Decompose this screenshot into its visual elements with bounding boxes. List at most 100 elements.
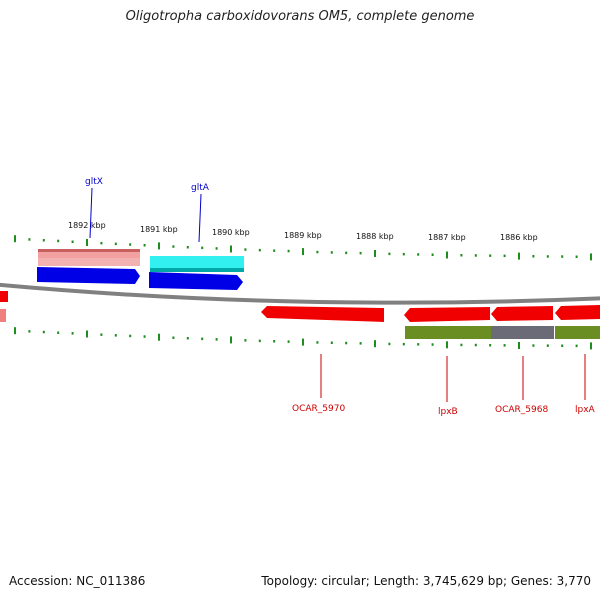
genome-summary: Topology: circular; Length: 3,745,629 bp… (261, 574, 591, 588)
tick-mark (460, 254, 463, 257)
tick-mark (316, 341, 319, 344)
gene-label-OCAR_5970[interactable]: OCAR_5970 (292, 404, 345, 414)
scale-label: 1892 kbp (68, 221, 106, 230)
tick-mark (302, 248, 304, 256)
tick-mark (330, 341, 333, 344)
tick-mark (503, 254, 506, 258)
tick-mark (561, 344, 564, 347)
gene-labels: gltX gltA OCAR_5970 lpxB OCAR_5968 lpxA (85, 177, 596, 417)
tick-mark (345, 251, 348, 255)
tick-mark (388, 252, 391, 256)
gene-feature-gltA[interactable] (150, 256, 244, 270)
gene-feature-olive-right[interactable] (555, 326, 600, 339)
tick-mark (546, 344, 549, 347)
tick-mark (129, 243, 132, 246)
tick-mark (158, 242, 160, 250)
tick-mark (86, 239, 88, 246)
tick-mark (143, 335, 146, 338)
tick-mark (287, 249, 290, 253)
tick-mark (143, 244, 146, 247)
tick-mark (186, 246, 189, 249)
cds-arrow-lpxA[interactable] (555, 305, 600, 320)
inner-tick-track (14, 327, 592, 350)
tick-mark (474, 254, 477, 257)
tick-mark (374, 250, 376, 257)
outer-tick-track (14, 235, 592, 261)
tick-mark (172, 336, 175, 339)
tick-mark (230, 245, 232, 253)
tick-mark (273, 340, 276, 343)
tick-mark (374, 340, 376, 348)
cds-arrow-left-edge[interactable] (0, 291, 8, 302)
cds-arrow-OCAR_5970[interactable] (261, 306, 384, 322)
tick-mark (273, 249, 276, 252)
tick-mark (388, 342, 391, 346)
tick-mark (359, 342, 362, 345)
gene-feature-olive[interactable] (405, 326, 491, 339)
gene-label-gltA[interactable]: gltA (191, 183, 210, 193)
tick-mark (446, 341, 448, 349)
tick-mark (57, 331, 60, 334)
tick-mark (575, 255, 578, 258)
accession-label: Accession: NC_011386 (9, 574, 146, 588)
cds-track-forward (37, 267, 243, 290)
tick-mark (431, 253, 434, 256)
tick-mark (215, 247, 218, 250)
scale-labels: 1892 kbp 1891 kbp 1890 kbp 1889 kbp 1888… (68, 221, 538, 242)
tick-mark (42, 330, 45, 334)
scale-label: 1891 kbp (140, 225, 178, 234)
cds-arrow-gltA[interactable] (149, 272, 243, 290)
tick-mark (518, 342, 520, 349)
tick-mark (402, 342, 405, 346)
tick-mark (431, 343, 434, 346)
gene-feature-gray[interactable] (491, 326, 554, 339)
tick-mark (532, 255, 535, 258)
tick-mark (460, 343, 463, 347)
tick-mark (518, 252, 520, 260)
tick-mark (14, 235, 16, 243)
tick-mark (100, 333, 103, 336)
callouts (89, 187, 586, 402)
scale-label: 1887 kbp (428, 233, 466, 242)
tick-mark (114, 242, 117, 246)
tick-mark (158, 333, 160, 341)
tick-mark (42, 239, 45, 242)
tick-mark (590, 342, 592, 350)
tick-mark (186, 337, 189, 340)
tick-mark (417, 343, 420, 346)
tick-mark (244, 248, 247, 251)
cds-arrow-OCAR_5968[interactable] (491, 306, 553, 321)
feature-track-lower (405, 326, 600, 339)
tick-mark (215, 338, 218, 341)
tick-mark (172, 245, 175, 248)
cds-arrow-gltX[interactable] (37, 267, 140, 284)
tick-mark (201, 337, 204, 341)
tick-mark (489, 344, 492, 347)
scale-label: 1888 kbp (356, 232, 394, 241)
gene-feature-pink[interactable] (38, 249, 140, 258)
tick-mark (230, 336, 232, 344)
tick-mark (100, 241, 103, 245)
gene-feature-pink-lower[interactable] (38, 258, 140, 266)
tick-mark (489, 254, 492, 257)
tick-mark (14, 327, 16, 335)
feature-track-upper (38, 249, 244, 272)
tick-mark (71, 240, 74, 243)
tick-mark (546, 255, 549, 258)
gene-label-OCAR_5968[interactable]: OCAR_5968 (495, 405, 548, 415)
gene-label-lpxA[interactable]: lpxA (575, 405, 596, 415)
tick-mark (359, 251, 362, 255)
gene-label-gltX[interactable]: gltX (85, 177, 103, 187)
tick-mark (28, 238, 31, 241)
genome-title: Oligotropha carboxidovorans OM5, complet… (125, 9, 475, 24)
tick-mark (114, 334, 117, 337)
tick-mark (474, 343, 477, 347)
tick-mark (28, 330, 31, 333)
tick-mark (345, 341, 348, 345)
tick-mark (561, 255, 564, 258)
tick-mark (446, 251, 448, 259)
cds-arrow-lpxB[interactable] (404, 307, 490, 322)
gene-label-lpxB[interactable]: lpxB (438, 407, 458, 417)
tick-mark (532, 344, 535, 347)
